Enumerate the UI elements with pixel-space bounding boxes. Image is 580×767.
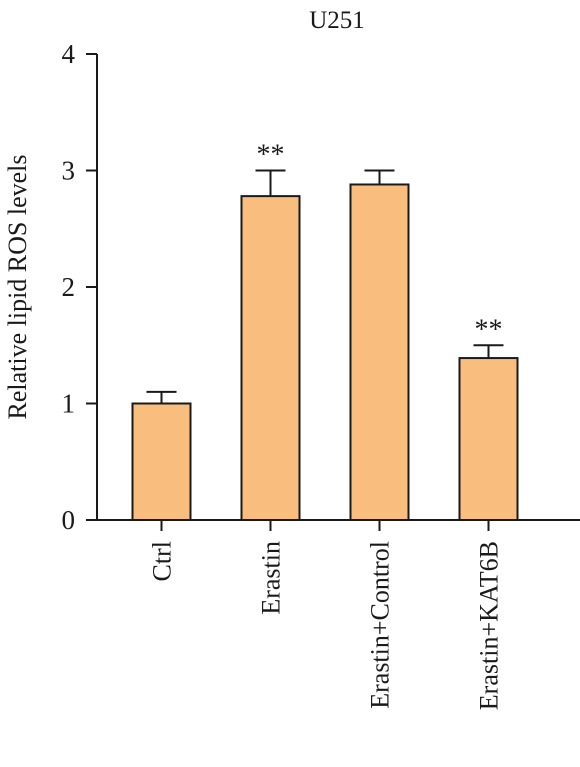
category-label: Erastin+Control xyxy=(366,541,395,709)
bar xyxy=(131,402,192,521)
error-bars-group xyxy=(146,169,504,404)
category-label: Ctrl xyxy=(148,541,177,581)
y-axis: 0 1 2 3 4 xyxy=(62,39,98,535)
y-tick-label: 2 xyxy=(62,272,76,302)
y-tick-label: 1 xyxy=(62,389,76,419)
y-axis-label: Relative lipid ROS levels xyxy=(3,154,32,419)
y-tick-label: 4 xyxy=(62,39,76,69)
annotations-group: ** ** xyxy=(257,140,503,346)
y-tick-label: 3 xyxy=(62,156,76,186)
significance-marker: ** xyxy=(475,314,503,345)
chart-title: U251 xyxy=(309,7,365,34)
bars-group xyxy=(131,183,519,521)
category-label: Erastin xyxy=(257,541,286,615)
y-tick-label: 0 xyxy=(62,505,76,535)
bar xyxy=(458,357,519,521)
significance-marker: ** xyxy=(257,140,285,171)
bar xyxy=(240,195,301,521)
bar xyxy=(349,183,410,521)
x-axis xyxy=(97,519,580,531)
category-label: Erastin+KAT6B xyxy=(475,541,504,710)
category-labels: Ctrl Erastin Erastin+Control Erastin+KAT6B xyxy=(148,541,504,710)
